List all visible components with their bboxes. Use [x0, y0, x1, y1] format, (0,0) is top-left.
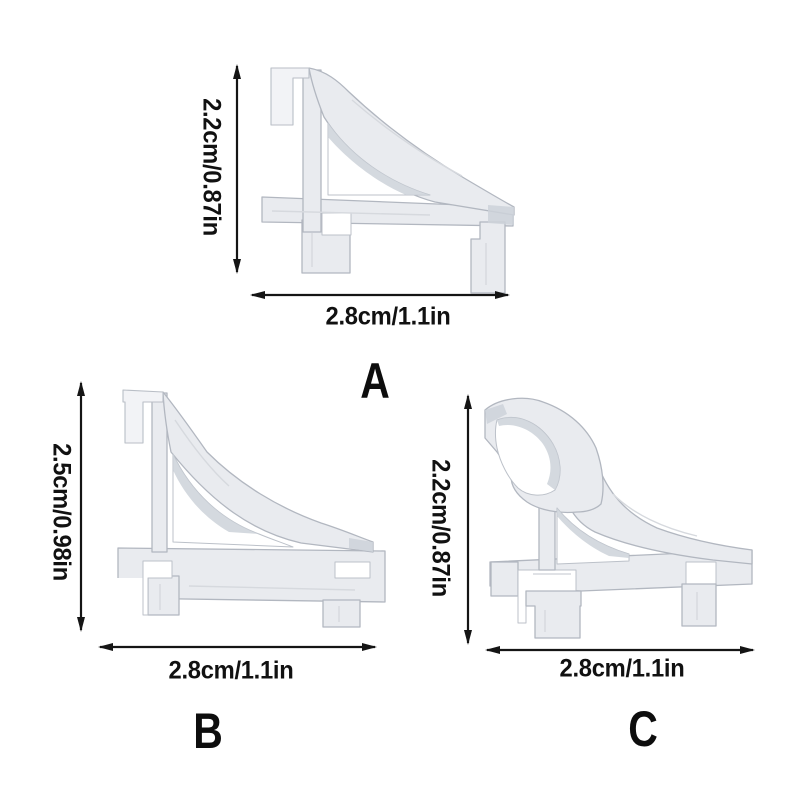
height-label-c: 2.2cm/0.87in: [426, 459, 455, 597]
variant-label-a: A: [360, 353, 390, 409]
height-arrow-b: [77, 381, 85, 632]
variant-label-c: C: [628, 701, 658, 757]
height-arrow-c: [464, 394, 472, 645]
width-label-b: 2.8cm/1.1in: [168, 656, 294, 685]
height-label-b: 2.5cm/0.98in: [47, 443, 76, 581]
bracket-c-drawing: [484, 397, 753, 639]
width-arrow-a: [250, 291, 510, 299]
variant-label-b: B: [193, 703, 223, 759]
bracket-a-drawing: [261, 67, 515, 294]
height-arrow-a: [233, 64, 241, 274]
width-arrow-c: [485, 646, 755, 654]
bracket-b-drawing: [117, 389, 386, 628]
width-label-c: 2.8cm/1.1in: [559, 654, 685, 683]
width-label-a: 2.8cm/1.1in: [325, 302, 451, 331]
width-arrow-b: [98, 643, 377, 651]
height-label-a: 2.2cm/0.87in: [197, 98, 226, 236]
